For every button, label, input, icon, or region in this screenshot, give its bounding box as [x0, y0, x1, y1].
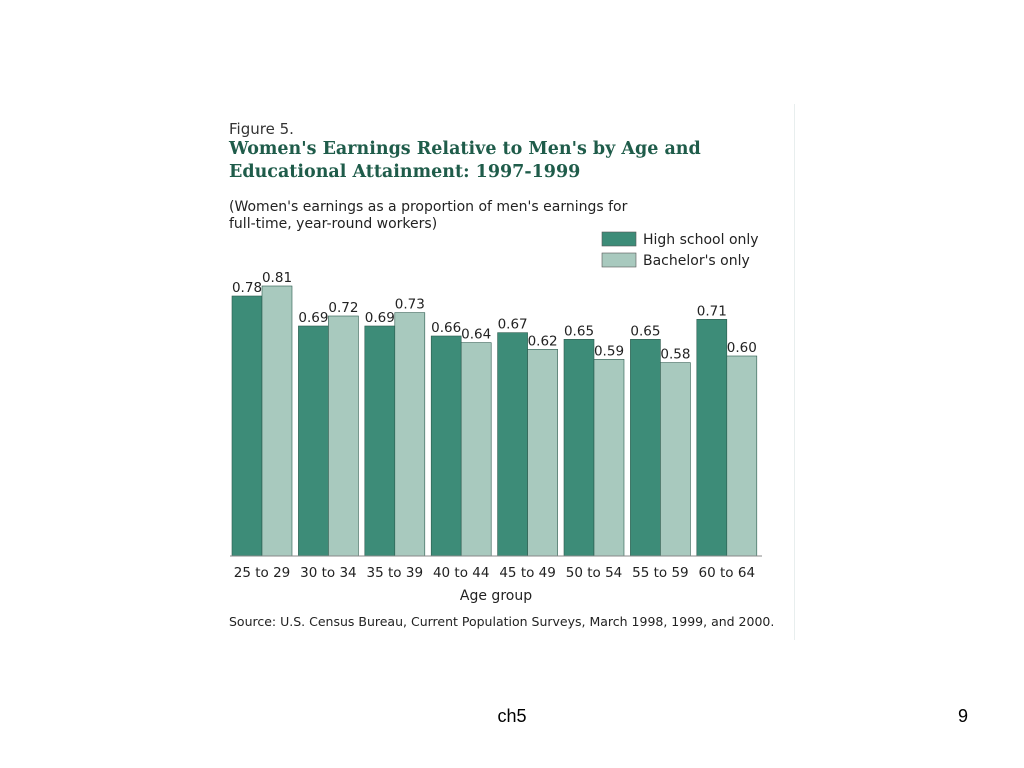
bar-bachelors-4 [527, 349, 558, 557]
category-label-1: 30 to 34 [300, 565, 357, 581]
legend-swatch-bachelors [601, 252, 637, 268]
category-label-4: 45 to 49 [499, 565, 556, 581]
chart-subtitle-line-1: (Women's earnings as a proportion of men… [229, 199, 628, 215]
bar-high-school-1 [298, 325, 329, 557]
source-note: Source: U.S. Census Bureau, Current Popu… [229, 614, 774, 629]
value-label-high-school-0: 0.78 [232, 280, 262, 296]
value-label-high-school-5: 0.65 [564, 323, 594, 339]
legend: High school only Bachelor's only [601, 231, 759, 269]
bar-high-school-2 [364, 325, 396, 557]
slide-page-number: 9 [957, 706, 968, 726]
bar-bachelors-7 [726, 355, 758, 557]
figure-label: Figure 5. [229, 120, 294, 138]
value-label-high-school-7: 0.71 [697, 303, 727, 319]
legend-label-bachelors: Bachelor's only [643, 253, 750, 269]
bar-bachelors-5 [593, 359, 625, 557]
value-label-bachelors-6: 0.58 [660, 347, 690, 363]
category-label-2: 35 to 39 [367, 565, 424, 581]
value-label-high-school-4: 0.67 [498, 317, 528, 333]
value-label-high-school-6: 0.65 [630, 323, 660, 339]
x-axis-title: Age group [460, 588, 532, 604]
value-label-bachelors-1: 0.72 [328, 300, 358, 316]
value-label-high-school-1: 0.69 [298, 310, 328, 326]
value-label-bachelors-0: 0.81 [262, 270, 292, 286]
value-label-bachelors-3: 0.64 [461, 327, 491, 343]
chart-title-line-2: Educational Attainment: 1997-1999 [229, 162, 580, 182]
bar-bachelors-2 [394, 312, 426, 557]
chart-title-line-1: Women's Earnings Relative to Men's by Ag… [228, 139, 701, 159]
bar-high-school-4 [497, 332, 528, 557]
value-label-high-school-3: 0.66 [431, 320, 461, 336]
category-label-6: 55 to 59 [632, 565, 689, 581]
legend-swatch-high-school [601, 231, 637, 247]
slide-footer-label: ch5 [497, 706, 527, 726]
category-label-3: 40 to 44 [433, 565, 490, 581]
bar-high-school-6 [630, 339, 661, 557]
value-label-bachelors-7: 0.60 [727, 340, 757, 356]
bar-bachelors-6 [660, 362, 691, 557]
legend-label-high-school: High school only [643, 232, 759, 248]
value-label-high-school-2: 0.69 [365, 310, 395, 326]
bar-high-school-0 [231, 295, 263, 557]
category-label-0: 25 to 29 [234, 565, 291, 581]
chart-subtitle-line-2: full-time, year-round workers) [229, 216, 437, 232]
bar-bachelors-1 [328, 315, 359, 557]
value-label-bachelors-5: 0.59 [594, 343, 624, 359]
category-label-5: 50 to 54 [566, 565, 623, 581]
bar-high-school-3 [430, 335, 462, 557]
value-label-bachelors-4: 0.62 [528, 333, 558, 349]
category-label-7: 60 to 64 [699, 565, 756, 581]
bar-high-school-5 [563, 339, 595, 557]
bar-bachelors-3 [460, 342, 492, 557]
value-label-bachelors-2: 0.73 [395, 297, 425, 313]
bar-bachelors-0 [261, 285, 293, 557]
bar-high-school-7 [696, 319, 728, 557]
